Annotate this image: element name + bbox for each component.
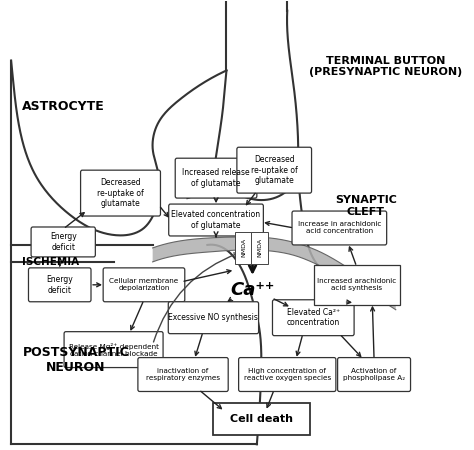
FancyBboxPatch shape <box>28 268 91 302</box>
FancyBboxPatch shape <box>168 302 259 333</box>
Text: SYNAPTIC
CLEFT: SYNAPTIC CLEFT <box>335 195 397 217</box>
Text: Elevated concentration
of glutamate: Elevated concentration of glutamate <box>172 210 261 230</box>
Text: Activation of
phospholipase A₂: Activation of phospholipase A₂ <box>343 368 405 381</box>
FancyBboxPatch shape <box>103 268 185 302</box>
Text: POSTSYNAPTIC
NEURON: POSTSYNAPTIC NEURON <box>22 346 129 374</box>
FancyBboxPatch shape <box>292 211 387 245</box>
Text: ISCHEMIA: ISCHEMIA <box>22 257 80 267</box>
Text: inactivation of
respiratory enzymes: inactivation of respiratory enzymes <box>146 368 220 381</box>
FancyBboxPatch shape <box>175 158 257 198</box>
FancyBboxPatch shape <box>81 170 161 216</box>
Text: Energy
deficit: Energy deficit <box>50 232 77 252</box>
Polygon shape <box>153 237 396 310</box>
Text: TERMINAL BUTTON
(PRESYNAPTIC NEURON): TERMINAL BUTTON (PRESYNAPTIC NEURON) <box>309 55 462 77</box>
FancyBboxPatch shape <box>273 300 354 336</box>
Text: Increase in arachidonic
acid concentration: Increase in arachidonic acid concentrati… <box>298 221 381 234</box>
Text: Increased release
of glutamate: Increased release of glutamate <box>182 168 250 188</box>
Text: Cell death: Cell death <box>230 414 292 424</box>
Text: Excessive NO synthesis: Excessive NO synthesis <box>168 313 258 322</box>
FancyBboxPatch shape <box>64 332 163 368</box>
Text: Release Mg²⁺-dependent
cation channel blockade: Release Mg²⁺-dependent cation channel bl… <box>69 342 159 356</box>
Text: Elevated Ca²⁺
concentration: Elevated Ca²⁺ concentration <box>287 308 340 328</box>
FancyBboxPatch shape <box>138 358 228 392</box>
Text: Energy
deficit: Energy deficit <box>46 275 73 294</box>
FancyBboxPatch shape <box>314 265 400 305</box>
Text: NMDA: NMDA <box>241 238 246 257</box>
FancyBboxPatch shape <box>31 227 95 257</box>
Text: Cellular membrane
depolarization: Cellular membrane depolarization <box>109 278 179 291</box>
FancyBboxPatch shape <box>238 358 336 392</box>
Text: NMDA: NMDA <box>257 238 262 257</box>
Text: ASTROCYTE: ASTROCYTE <box>22 100 105 113</box>
FancyBboxPatch shape <box>212 404 310 435</box>
FancyBboxPatch shape <box>237 147 311 193</box>
Text: High concentration of
reactive oxygen species: High concentration of reactive oxygen sp… <box>244 368 331 381</box>
Text: Increased arachidonic
acid synthesis: Increased arachidonic acid synthesis <box>317 278 396 291</box>
FancyBboxPatch shape <box>169 204 264 236</box>
FancyBboxPatch shape <box>337 358 410 392</box>
Text: Decreased
re-uptake of
glutamate: Decreased re-uptake of glutamate <box>97 178 144 208</box>
Text: Ca⁺⁺: Ca⁺⁺ <box>230 281 275 299</box>
Text: Decreased
re-uptake of
glutamate: Decreased re-uptake of glutamate <box>251 155 298 185</box>
